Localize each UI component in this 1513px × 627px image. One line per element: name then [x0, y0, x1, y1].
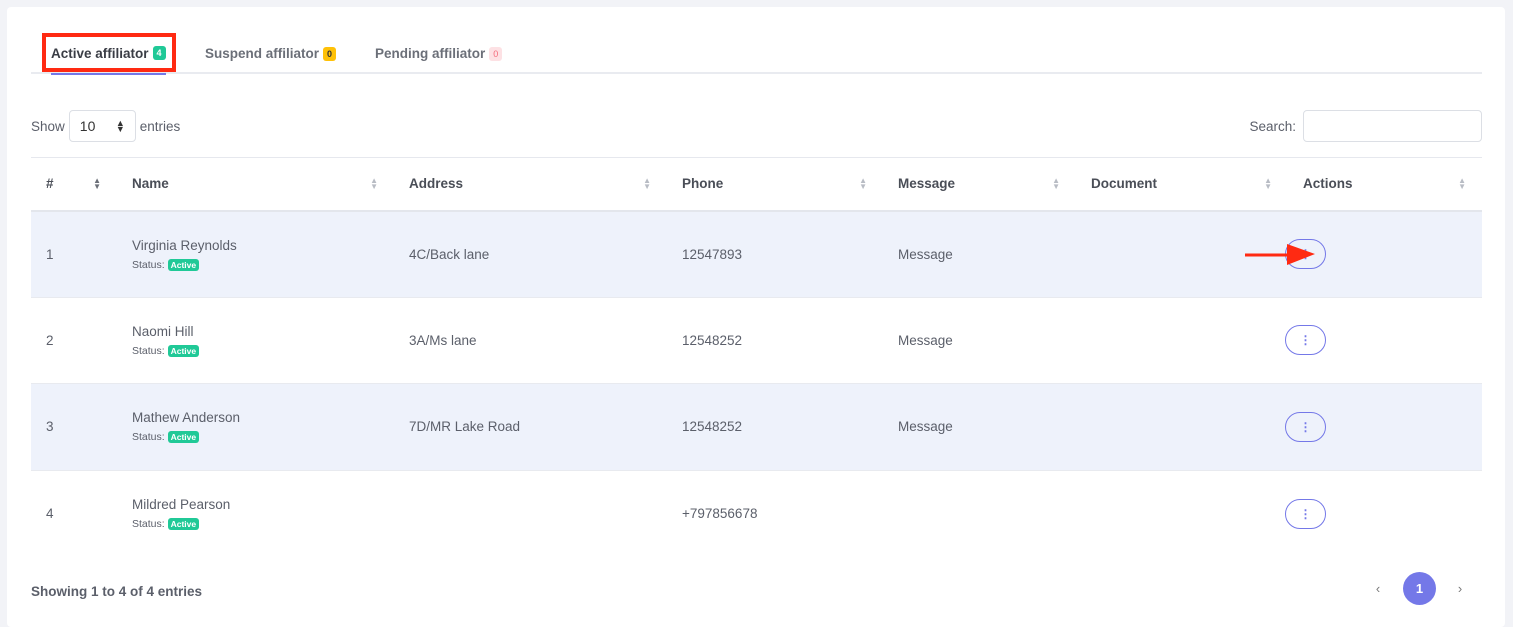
message-cell: Message [883, 383, 1076, 470]
entries-select[interactable]: 10 ▲ ▼ [68, 110, 136, 142]
more-vertical-icon: ⋮ [1299, 419, 1312, 434]
actions-cell: ⋮ [1285, 469, 1482, 557]
sort-icon: ▲ ▼ [1458, 176, 1466, 191]
column-header-actions[interactable]: Actions ▲ ▼ [1288, 157, 1482, 212]
tab-suspend-affiliator[interactable]: Suspend affiliator 0 [205, 33, 337, 74]
search-input[interactable] [1303, 110, 1482, 142]
column-header-document[interactable]: Document ▲ ▼ [1076, 157, 1288, 212]
sort-icon: ▲ ▼ [1052, 176, 1060, 191]
message-cell: Message [883, 296, 1076, 384]
count-badge: 4 [152, 46, 166, 60]
sort-updown-icon: ▲ ▼ [115, 118, 125, 134]
affiliate-name: Virginia Reynolds [132, 237, 237, 253]
column-header-name[interactable]: Name ▲ ▼ [117, 157, 394, 212]
count-badge: 0 [489, 46, 503, 61]
name-cell: Mathew Anderson Status: Active [117, 383, 394, 470]
affiliator-table: # ▲ ▼ Name ▲ ▼ Address ▲ ▼ Phone ▲ ▼ Message ▲ ▼ D… [31, 157, 1482, 557]
affiliate-name: Mildred Pearson [132, 497, 231, 512]
show-label: Show [31, 118, 65, 134]
address-cell: 3A/Ms lane [394, 296, 667, 384]
row-actions-button[interactable]: ⋮ [1285, 411, 1326, 442]
column-header-message[interactable]: Message ▲ ▼ [883, 157, 1076, 212]
column-header-phone[interactable]: Phone ▲ ▼ [667, 157, 883, 212]
row-number: 1 [31, 210, 117, 297]
status-badge: Active [167, 258, 200, 271]
document-cell [1076, 296, 1288, 384]
name-cell: Naomi Hill Status: Active [117, 296, 394, 384]
affiliate-name: Mathew Anderson [132, 410, 241, 426]
row-actions-button[interactable]: ⋮ [1285, 325, 1326, 356]
tab-label: Active affiliator [51, 45, 149, 61]
document-cell [1076, 469, 1288, 557]
table-row: 1 Virginia Reynolds Status: Active 4C/Bac… [31, 210, 1482, 297]
row-number: 4 [31, 469, 117, 557]
message-cell: Message [883, 210, 1076, 297]
status-label: Status: [132, 258, 165, 271]
row-actions-button[interactable]: ⋮ [1285, 498, 1326, 529]
tab-active-affiliator[interactable]: Active affiliator 4 [51, 33, 166, 75]
address-cell [394, 469, 667, 557]
status-badge: Active [167, 431, 200, 444]
entries-value: 10 [79, 118, 96, 134]
column-header-number[interactable]: # ▲ ▼ [31, 157, 117, 212]
row-number: 3 [31, 383, 117, 470]
affiliate-name: Naomi Hill [132, 323, 194, 339]
name-cell: Mildred Pearson Status: Active [117, 469, 394, 557]
table-row: 4 Mildred Pearson Status: Active +7978566… [31, 469, 1482, 557]
pagination-page-1[interactable]: 1 [1403, 572, 1436, 605]
phone-cell: +797856678 [667, 469, 883, 557]
status-badge: Active [167, 518, 200, 530]
sort-icon: ▲ ▼ [93, 176, 101, 191]
table-info: Showing 1 to 4 of 4 entries [31, 584, 203, 599]
pagination-previous[interactable]: ‹ [1375, 581, 1381, 596]
status-label: Status: [132, 518, 165, 530]
status-label: Status: [132, 344, 165, 357]
more-vertical-icon: ⋮ [1299, 333, 1312, 348]
search-area: Search: [1249, 110, 1482, 142]
tab-label: Pending affiliator [375, 46, 486, 61]
tab-bar: Active affiliator 4 Suspend affiliator 0 P… [31, 33, 1482, 75]
table-row: 2 Naomi Hill Status: Active 3A/Ms lane 12… [31, 296, 1482, 384]
tab-label: Suspend affiliator [205, 46, 320, 61]
phone-cell: 12547893 [667, 210, 883, 297]
address-cell: 7D/MR Lake Road [394, 383, 667, 470]
tab-pending-affiliator[interactable]: Pending affiliator 0 [375, 33, 503, 74]
status-badge: Active [167, 344, 200, 357]
phone-cell: 12548252 [667, 383, 883, 470]
search-label: Search: [1249, 118, 1296, 134]
sort-icon: ▲ ▼ [1264, 176, 1272, 191]
count-badge: 0 [323, 46, 337, 61]
sort-icon: ▲ ▼ [859, 176, 867, 191]
name-cell: Virginia Reynolds Status: Active [117, 210, 394, 297]
pagination-next[interactable]: › [1457, 581, 1463, 596]
sort-icon: ▲ ▼ [370, 176, 378, 191]
phone-cell: 12548252 [667, 296, 883, 384]
red-arrow-annotation [1245, 244, 1315, 265]
actions-cell: ⋮ [1285, 210, 1482, 297]
entries-label: entries [139, 118, 181, 134]
row-number: 2 [31, 296, 117, 384]
sort-icon: ▲ ▼ [643, 176, 651, 191]
more-vertical-icon: ⋮ [1299, 506, 1312, 521]
document-cell [1076, 383, 1288, 470]
actions-cell: ⋮ [1285, 383, 1482, 470]
address-cell: 4C/Back lane [394, 210, 667, 297]
column-header-address[interactable]: Address ▲ ▼ [394, 157, 667, 212]
table-row: 3 Mathew Anderson Status: Active 7D/MR La… [31, 383, 1482, 470]
entries-length: Show 10 ▲ ▼ entries [31, 110, 180, 142]
actions-cell: ⋮ [1285, 296, 1482, 384]
status-label: Status: [132, 431, 165, 444]
message-cell [883, 469, 1076, 557]
